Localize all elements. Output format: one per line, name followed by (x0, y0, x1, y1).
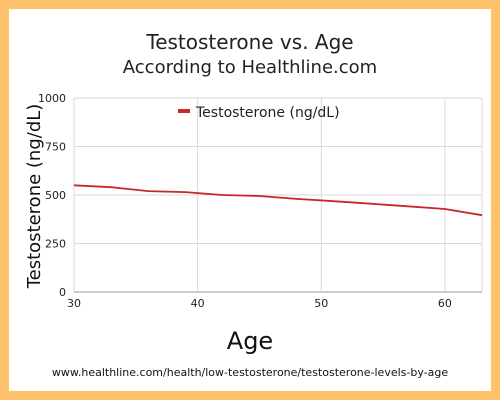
x-tick-label: 30 (67, 297, 81, 310)
y-tick-label: 250 (45, 238, 66, 251)
y-axis-title: Testosterone (ng/dL) (24, 104, 45, 290)
x-tick-label: 60 (438, 297, 452, 310)
legend-swatch (178, 109, 190, 113)
x-axis-title: Age (227, 327, 273, 355)
chart-subtitle: According to Healthline.com (122, 57, 378, 78)
x-tick-label: 50 (314, 297, 328, 310)
y-tick-label: 500 (45, 189, 66, 202)
chart-title: Testosterone vs. Age (146, 30, 354, 54)
series-line-0 (73, 184, 483, 217)
axes: 0 250 500 750 1000 30 40 50 60 (38, 92, 452, 310)
y-tick-label: 750 (45, 141, 66, 154)
legend-label: Testosterone (ng/dL) (195, 105, 340, 121)
grid (73, 97, 483, 293)
y-tick-label: 1000 (38, 92, 66, 105)
x-tick-label: 40 (191, 297, 205, 310)
source-url: www.healthline.com/health/low-testostero… (51, 366, 449, 379)
y-tick-label: 0 (59, 286, 66, 299)
series (73, 184, 483, 217)
legend: Testosterone (ng/dL) (178, 105, 340, 121)
